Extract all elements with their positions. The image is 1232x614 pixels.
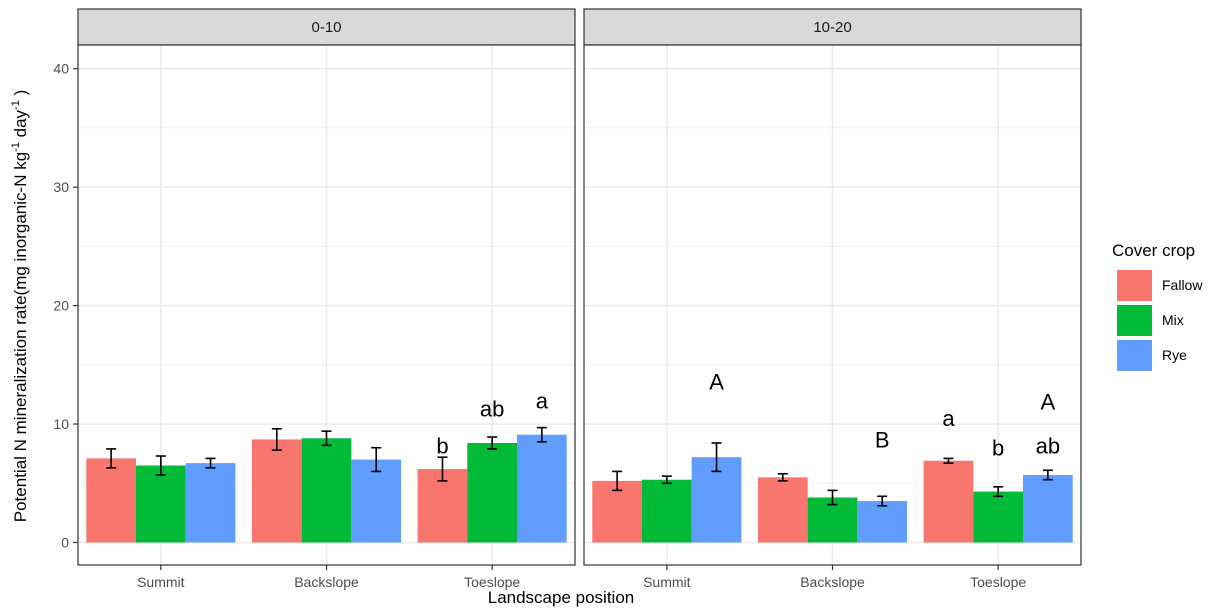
legend-label: Mix xyxy=(1162,312,1184,328)
y-tick-label: 10 xyxy=(53,416,69,432)
facet-strip-label: 10-20 xyxy=(813,19,851,36)
bar-fallow xyxy=(251,439,302,543)
legend-item-fallow: Fallow xyxy=(1117,270,1203,301)
x-tick-label: Toeslope xyxy=(464,574,520,590)
facet-panel: 0-10 b ab a Summit Backslope Toeslope xyxy=(77,8,576,590)
legend-swatch xyxy=(1117,340,1152,371)
y-tick-label: 30 xyxy=(53,179,69,195)
error-bar xyxy=(661,475,672,485)
significance-label: a xyxy=(942,406,955,431)
y-axis-title-mid: day xyxy=(11,109,30,142)
error-bar xyxy=(271,427,282,451)
legend-label: Rye xyxy=(1162,347,1187,363)
error-bar xyxy=(205,457,216,469)
y-axis-title-main: Potential N mineralization rate(mg inorg… xyxy=(11,152,30,522)
x-tick-label: Toeslope xyxy=(970,574,1026,590)
legend-item-mix: Mix xyxy=(1117,305,1184,336)
bar-fallow xyxy=(923,460,974,543)
y-axis-title-end: ) xyxy=(11,90,30,100)
error-bar xyxy=(827,489,838,506)
x-tick-label: Summit xyxy=(643,574,691,590)
bar-mix xyxy=(135,465,186,543)
y-axis-title: Potential N mineralization rate(mg inorg… xyxy=(10,90,30,522)
significance-label: B xyxy=(875,427,890,452)
y-tick-label: 40 xyxy=(53,61,69,77)
bar-mix xyxy=(973,491,1024,543)
error-bar xyxy=(106,448,117,469)
bar-rye xyxy=(1023,474,1073,543)
x-tick-label: Backslope xyxy=(800,574,865,590)
significance-label: A xyxy=(709,369,724,394)
y-axis-title-sup2: -1 xyxy=(10,100,22,110)
error-bar xyxy=(437,456,448,482)
error-bar xyxy=(1042,469,1053,481)
y-axis: 0 10 20 30 40 xyxy=(53,61,78,550)
y-axis-title-sup1: -1 xyxy=(10,142,22,152)
y-tick-label: 20 xyxy=(53,298,69,314)
significance-label: ab xyxy=(480,397,504,422)
significance-label: b xyxy=(436,433,448,458)
bar-rye xyxy=(517,434,567,543)
facet-strip xyxy=(77,8,576,46)
significance-label: b xyxy=(992,436,1004,461)
bar-rye xyxy=(857,501,908,543)
bar-mix xyxy=(301,438,352,543)
bar-fallow xyxy=(757,477,808,543)
y-tick-label: 0 xyxy=(61,534,69,550)
error-bar xyxy=(371,446,382,473)
facet-strip xyxy=(583,8,1082,46)
bar-fallow xyxy=(86,458,136,543)
error-bar xyxy=(487,436,498,450)
legend: Cover crop Fallow Mix Rye xyxy=(1112,241,1203,371)
x-tick-label: Backslope xyxy=(294,574,359,590)
error-bar xyxy=(877,495,888,507)
x-axis-title: Landscape position xyxy=(488,588,635,607)
error-bar xyxy=(536,426,547,443)
error-bar xyxy=(612,470,623,492)
error-bar xyxy=(943,457,954,464)
error-bar xyxy=(993,486,1004,498)
x-tick-label: Summit xyxy=(137,574,185,590)
bar-rye xyxy=(351,459,402,543)
significance-label: ab xyxy=(1036,433,1060,458)
error-bar xyxy=(321,430,332,447)
error-bar xyxy=(155,455,166,476)
bar-mix xyxy=(641,479,692,543)
facet-strip-label: 0-10 xyxy=(311,19,341,36)
significance-label: a xyxy=(536,388,549,413)
bar-rye xyxy=(185,463,236,543)
significance-label: A xyxy=(1041,390,1056,415)
legend-swatch xyxy=(1117,305,1152,336)
legend-item-rye: Rye xyxy=(1117,340,1187,371)
error-bar xyxy=(777,472,788,482)
error-bar xyxy=(711,442,722,473)
legend-title: Cover crop xyxy=(1112,241,1195,260)
legend-label: Fallow xyxy=(1162,277,1203,293)
bar-mix xyxy=(467,442,518,543)
legend-swatch xyxy=(1117,270,1152,301)
